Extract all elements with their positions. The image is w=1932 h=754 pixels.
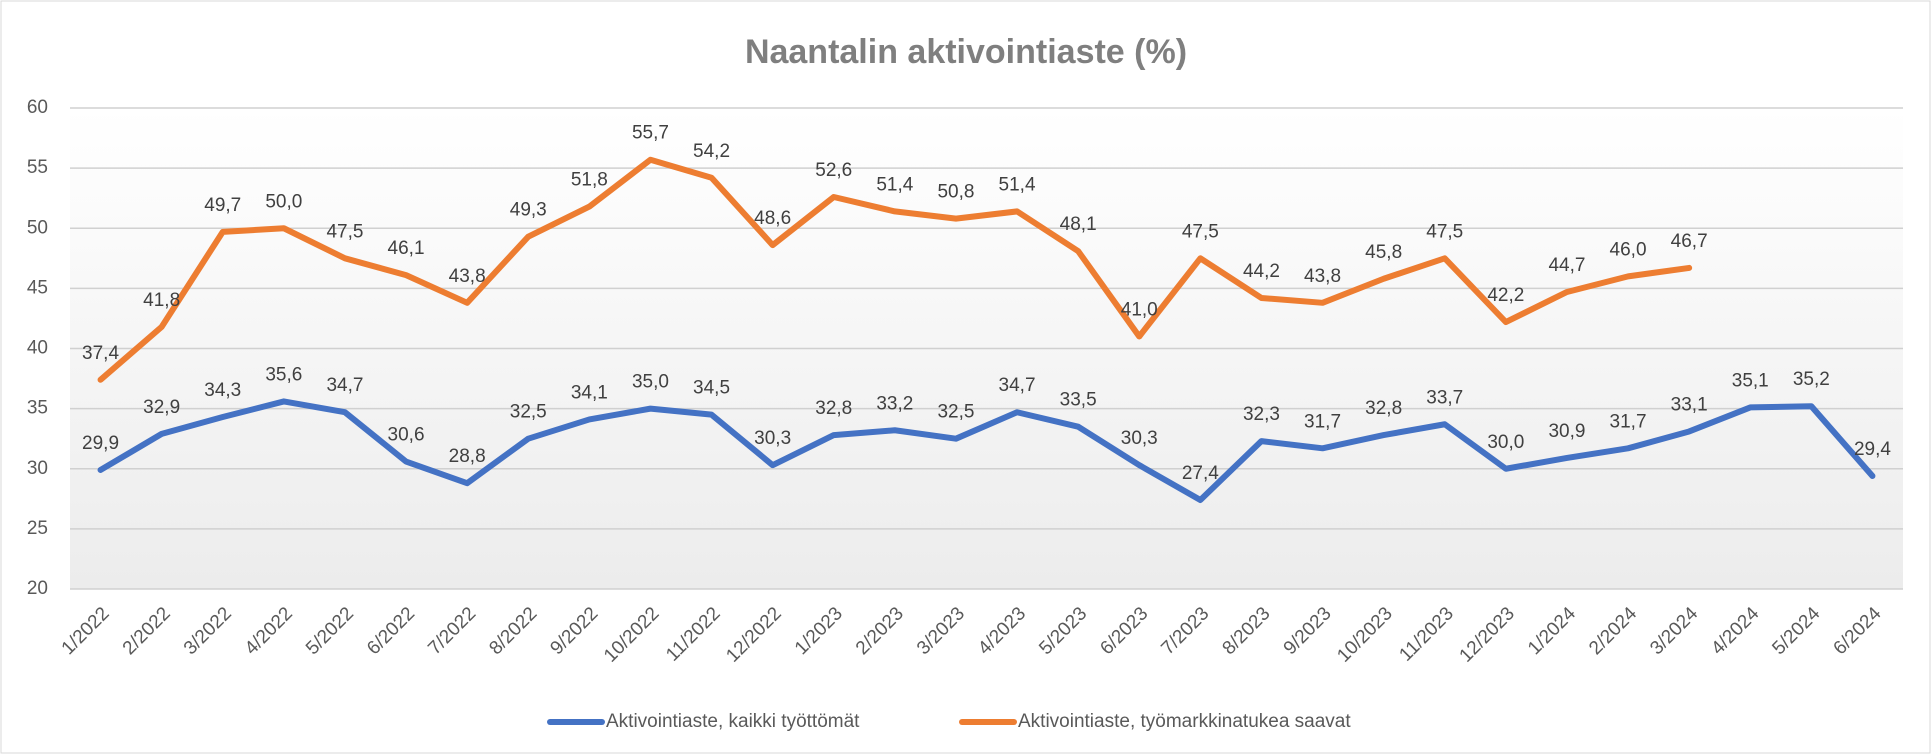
y-tick-label: 20 xyxy=(27,578,48,599)
data-label: 44,2 xyxy=(1243,261,1280,282)
data-label: 47,5 xyxy=(1182,221,1219,242)
data-label: 32,9 xyxy=(143,397,180,418)
data-label: 43,8 xyxy=(1304,266,1341,287)
series-line xyxy=(97,398,1876,504)
data-label: 34,3 xyxy=(204,380,241,401)
data-label: 30,3 xyxy=(754,428,791,449)
data-label: 33,5 xyxy=(1060,390,1097,411)
data-label: 46,0 xyxy=(1610,239,1647,260)
y-tick-label: 55 xyxy=(27,157,48,178)
data-label: 34,7 xyxy=(999,375,1036,396)
data-label: 32,3 xyxy=(1243,404,1280,425)
data-label: 34,1 xyxy=(571,382,608,403)
data-label: 35,6 xyxy=(265,364,302,385)
data-label: 33,7 xyxy=(1426,387,1463,408)
y-tick-label: 25 xyxy=(27,518,48,539)
data-label: 50,8 xyxy=(937,182,974,203)
y-tick-label: 60 xyxy=(27,97,48,118)
chart-title: Naantalin aktivointiaste (%) xyxy=(745,33,1187,71)
data-label: 30,3 xyxy=(1121,428,1158,449)
data-label: 54,2 xyxy=(693,141,730,162)
data-label: 46,7 xyxy=(1671,231,1708,252)
data-label: 37,4 xyxy=(82,343,119,364)
data-label: 48,6 xyxy=(754,208,791,229)
data-label: 32,8 xyxy=(1365,398,1402,419)
series-line xyxy=(97,156,1693,383)
data-label: 30,0 xyxy=(1487,432,1524,453)
data-label: 47,5 xyxy=(1426,221,1463,242)
data-label: 47,5 xyxy=(326,221,363,242)
y-tick-label: 30 xyxy=(27,458,48,479)
data-label: 49,7 xyxy=(204,195,241,216)
data-label: 45,8 xyxy=(1365,242,1402,263)
data-label: 34,5 xyxy=(693,378,730,399)
data-label: 29,9 xyxy=(82,433,119,454)
data-label: 31,7 xyxy=(1304,411,1341,432)
data-label: 28,8 xyxy=(449,446,486,467)
data-label: 41,0 xyxy=(1121,299,1158,320)
data-label: 32,5 xyxy=(937,402,974,423)
data-label: 27,4 xyxy=(1182,463,1219,484)
y-tick-label: 40 xyxy=(27,338,48,359)
data-label: 35,2 xyxy=(1793,369,1830,390)
y-tick-label: 50 xyxy=(27,217,48,238)
data-label: 48,1 xyxy=(1060,214,1097,235)
data-label: 43,8 xyxy=(449,266,486,287)
data-label: 51,8 xyxy=(571,170,608,191)
legend-label: Aktivointiaste, kaikki työttömät xyxy=(606,711,860,732)
data-label: 51,4 xyxy=(999,174,1036,195)
data-label: 35,1 xyxy=(1732,370,1769,391)
data-label: 50,0 xyxy=(265,191,302,212)
data-label: 34,7 xyxy=(326,375,363,396)
data-label: 33,1 xyxy=(1671,394,1708,415)
y-tick-label: 45 xyxy=(27,277,48,298)
data-label: 55,7 xyxy=(632,123,669,144)
legend-label: Aktivointiaste, työmarkkinatukea saavat xyxy=(1018,711,1351,732)
data-label: 32,8 xyxy=(815,398,852,419)
y-tick-label: 35 xyxy=(27,398,48,419)
data-label: 30,9 xyxy=(1548,421,1585,442)
data-label: 30,6 xyxy=(388,425,425,446)
data-label: 31,7 xyxy=(1610,411,1647,432)
data-label: 33,2 xyxy=(876,393,913,414)
data-label: 51,4 xyxy=(876,174,913,195)
data-label: 46,1 xyxy=(388,238,425,259)
data-label: 42,2 xyxy=(1487,285,1524,306)
data-label: 29,4 xyxy=(1854,439,1891,460)
data-label: 52,6 xyxy=(815,160,852,181)
data-label: 32,5 xyxy=(510,402,547,423)
data-label: 44,7 xyxy=(1548,255,1585,276)
data-label: 41,8 xyxy=(143,290,180,311)
data-label: 49,3 xyxy=(510,200,547,221)
data-label: 35,0 xyxy=(632,372,669,393)
